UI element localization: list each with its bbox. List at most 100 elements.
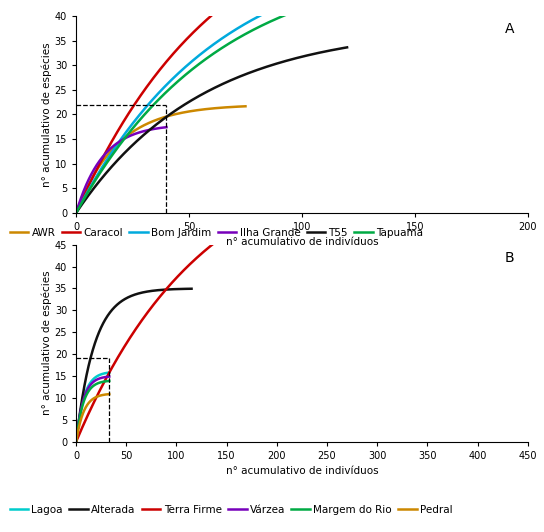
Alterada [135, 290, 142, 297]
Lagoa [105, 369, 112, 376]
Ilha Grande [163, 124, 170, 130]
X-axis label: n° acumulativo de indivíduos: n° acumulativo de indivíduos [226, 237, 378, 247]
Lagoa [89, 377, 95, 384]
Pedral [100, 392, 107, 398]
Várzea [73, 438, 79, 445]
Margem do Rio [105, 378, 112, 384]
Legend: Lagoa, Alterada, Terra Firme, Várzea, Margem do Rio, Pedral: Lagoa, Alterada, Terra Firme, Várzea, Ma… [5, 501, 457, 519]
Margem do Rio [89, 384, 95, 390]
Y-axis label: n° acumulativo de espécies: n° acumulativo de espécies [41, 271, 52, 415]
AWR [153, 117, 160, 123]
Pedral [73, 438, 79, 445]
Várzea [92, 377, 99, 384]
Pedral [92, 394, 99, 401]
Várzea [91, 378, 97, 385]
Y-axis label: n° acumulativo de espécies: n° acumulativo de espécies [41, 42, 52, 187]
Line: Terra Firme: Terra Firme [76, 154, 503, 442]
Tapuama [73, 210, 79, 216]
Lagoa [106, 369, 113, 376]
Line: Lagoa: Lagoa [76, 372, 109, 442]
AWR [154, 116, 161, 122]
Ilha Grande [73, 210, 79, 216]
Pedral [105, 391, 112, 397]
Alterada [141, 289, 148, 295]
T55 [337, 45, 344, 52]
Text: B: B [504, 251, 514, 264]
Terra Firme [278, 199, 285, 205]
AWR [174, 111, 180, 117]
Text: A: A [505, 22, 514, 36]
Margem do Rio [92, 381, 99, 387]
Ilha Grande [116, 139, 122, 145]
Terra Firme [327, 180, 333, 187]
Alterada [73, 438, 79, 445]
Bom Jardim [239, 22, 246, 29]
Tapuama [281, 12, 287, 19]
Line: Várzea: Várzea [76, 377, 109, 442]
Line: Alterada: Alterada [76, 289, 191, 442]
Lagoa [100, 370, 107, 377]
Line: T55: T55 [76, 47, 347, 213]
Margem do Rio [89, 384, 95, 390]
Várzea [106, 373, 113, 380]
Legend: AWR, Caracol, Bom Jardim, Ilha Grande, T55, Tapuama: AWR, Caracol, Bom Jardim, Ilha Grande, T… [5, 224, 427, 242]
Lagoa [73, 438, 79, 445]
Line: Margem do Rio: Margem do Rio [76, 381, 109, 442]
Ilha Grande [116, 138, 123, 145]
Bom Jardim [281, 1, 288, 7]
Line: Tapuama: Tapuama [76, 0, 460, 213]
Alterada [188, 286, 195, 292]
T55 [234, 74, 240, 81]
T55 [73, 210, 79, 216]
Ilha Grande [127, 133, 133, 139]
Alterada [168, 286, 174, 293]
AWR [238, 103, 245, 110]
Alterada [128, 293, 134, 299]
Tapuama [301, 4, 308, 11]
Várzea [105, 373, 112, 380]
Ilha Grande [161, 124, 168, 131]
Line: Ilha Grande: Ilha Grande [76, 127, 166, 213]
Tapuama [257, 23, 264, 29]
Line: Pedral: Pedral [76, 394, 109, 442]
Ilha Grande [147, 127, 153, 133]
Terra Firme [423, 159, 429, 165]
T55 [295, 54, 301, 61]
Alterada [186, 286, 192, 292]
X-axis label: n° acumulativo de indivíduos: n° acumulativo de indivíduos [226, 466, 378, 476]
AWR [242, 103, 249, 110]
Caracol [73, 210, 79, 216]
Terra Firme [499, 151, 506, 157]
Várzea [89, 380, 95, 386]
Margem do Rio [73, 438, 79, 445]
Lagoa [92, 374, 99, 380]
Line: Caracol: Caracol [76, 0, 494, 213]
Lagoa [91, 375, 97, 381]
Terra Firme [73, 438, 79, 445]
AWR [73, 210, 79, 216]
Pedral [91, 395, 97, 401]
AWR [212, 105, 218, 111]
T55 [202, 90, 208, 96]
Bom Jardim [241, 21, 248, 28]
Line: AWR: AWR [76, 106, 245, 213]
T55 [344, 44, 350, 51]
Várzea [89, 380, 95, 386]
AWR [164, 113, 171, 119]
Terra Firme [275, 200, 282, 206]
Margem do Rio [100, 378, 107, 385]
Tapuama [255, 24, 262, 30]
T55 [203, 89, 210, 95]
Margem do Rio [91, 382, 97, 388]
Várzea [100, 374, 107, 380]
T55 [219, 81, 226, 87]
Bom Jardim [73, 210, 79, 216]
Ilha Grande [122, 135, 128, 142]
Line: Bom Jardim: Bom Jardim [76, 0, 426, 213]
Alterada [128, 293, 135, 299]
Terra Firme [304, 188, 310, 195]
Pedral [106, 391, 113, 397]
Lagoa [89, 378, 95, 384]
Margem do Rio [106, 378, 113, 384]
Bom Jardim [262, 10, 269, 16]
